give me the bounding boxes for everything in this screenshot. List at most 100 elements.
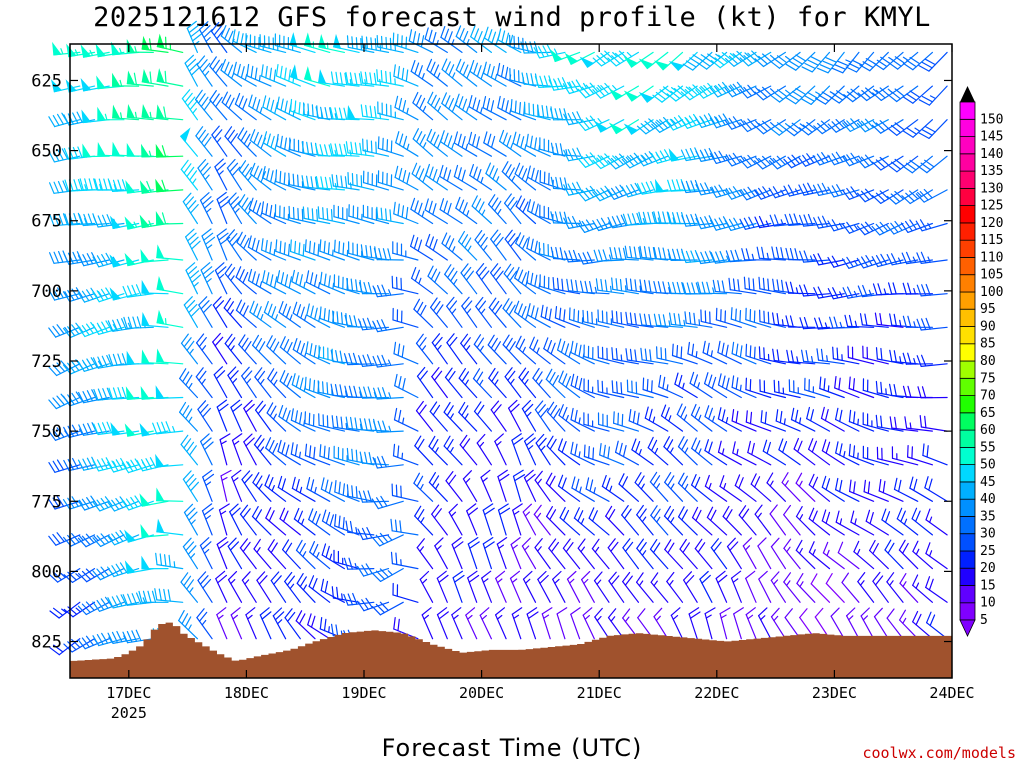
barb-full (508, 304, 516, 316)
wind-barb (577, 185, 610, 202)
barb-full (346, 447, 349, 461)
barb-half (536, 546, 542, 552)
barb-half (495, 176, 500, 183)
barb-half (608, 254, 612, 262)
barb-pennant (126, 104, 136, 119)
wind-barb (624, 245, 654, 261)
barb-staff (745, 577, 757, 603)
barb-full (101, 355, 108, 368)
barb-full (52, 533, 61, 545)
wind-barb (583, 378, 610, 399)
wind-barb (690, 403, 713, 432)
wind-barb (413, 472, 434, 502)
barb-full (381, 35, 383, 49)
barb-full (780, 247, 784, 260)
barb-full (529, 135, 533, 149)
barb-full (521, 306, 527, 318)
barb-full (377, 387, 383, 400)
barb-full (762, 186, 771, 197)
barb-full (48, 151, 56, 163)
barb-half (421, 72, 425, 80)
wind-barb (392, 241, 419, 261)
barb-half (697, 414, 702, 422)
barb-full (286, 575, 295, 586)
barb-full (285, 306, 291, 319)
barb-full (636, 156, 645, 167)
barb-full (314, 307, 318, 320)
barb-full (428, 435, 436, 447)
barb-half (784, 480, 789, 487)
barb-full (688, 312, 692, 325)
wind-barb (540, 304, 566, 328)
wind-barb (219, 433, 231, 466)
barb-full (717, 280, 721, 293)
wind-barb (347, 172, 375, 191)
barb-full (358, 73, 362, 86)
wind-barb (495, 570, 507, 603)
barb-full (382, 137, 384, 151)
barb-full (329, 177, 333, 190)
barb-full (334, 384, 339, 397)
barb-full (778, 438, 784, 451)
barb-full (292, 301, 298, 314)
wind-barb (211, 125, 228, 157)
barb-full (610, 187, 619, 199)
barb-full (288, 205, 291, 219)
wind-barb (66, 43, 96, 58)
barb-full (604, 279, 608, 292)
wind-barb (638, 51, 669, 70)
barb-pennant (139, 493, 151, 507)
barb-full (512, 131, 517, 144)
barb-pennant (110, 422, 121, 436)
barb-full (586, 310, 589, 324)
barb-full (398, 133, 404, 146)
barb-full (575, 478, 580, 491)
wind-barb (695, 82, 728, 99)
barb-full (662, 247, 667, 260)
barb-half (513, 510, 520, 516)
wind-barb (275, 63, 301, 87)
barb-full (77, 292, 86, 303)
barb-full (753, 346, 756, 360)
barb-full (431, 439, 439, 451)
barb-full (472, 134, 476, 147)
barb-full (311, 208, 314, 221)
barb-full (406, 172, 411, 185)
wind-barb (77, 533, 110, 548)
wind-barb (666, 85, 698, 102)
barb-full (395, 552, 398, 566)
barb-full (255, 509, 262, 521)
barb-full (461, 405, 469, 417)
barb-full (678, 374, 683, 387)
barb-full (736, 50, 747, 60)
barb-full (701, 574, 711, 584)
barb-full (556, 607, 568, 615)
barb-full (331, 174, 334, 187)
barb-full (142, 590, 148, 603)
barb-full (103, 178, 108, 191)
barb-full (530, 73, 534, 86)
barb-full (309, 445, 312, 458)
barb-full (397, 445, 400, 458)
wind-barb (476, 433, 492, 466)
barb-full (100, 288, 109, 300)
barb-full (125, 498, 134, 509)
barb-full (85, 635, 95, 646)
wind-barb (458, 230, 478, 261)
wind-barb (664, 539, 684, 570)
wind-barb (700, 309, 728, 328)
wind-barb (241, 470, 257, 502)
barb-full (549, 438, 557, 450)
wind-barb (585, 477, 610, 502)
barb-full (196, 608, 205, 619)
barb-full (412, 31, 417, 44)
barb-full (315, 106, 319, 119)
barb-full (575, 279, 579, 293)
barb-full (106, 421, 113, 434)
wind-barb (634, 472, 654, 502)
barb-full (97, 215, 104, 227)
barb-full (570, 441, 574, 455)
barb-full (512, 469, 524, 477)
wind-barb (514, 162, 537, 191)
barb-full (229, 370, 239, 380)
